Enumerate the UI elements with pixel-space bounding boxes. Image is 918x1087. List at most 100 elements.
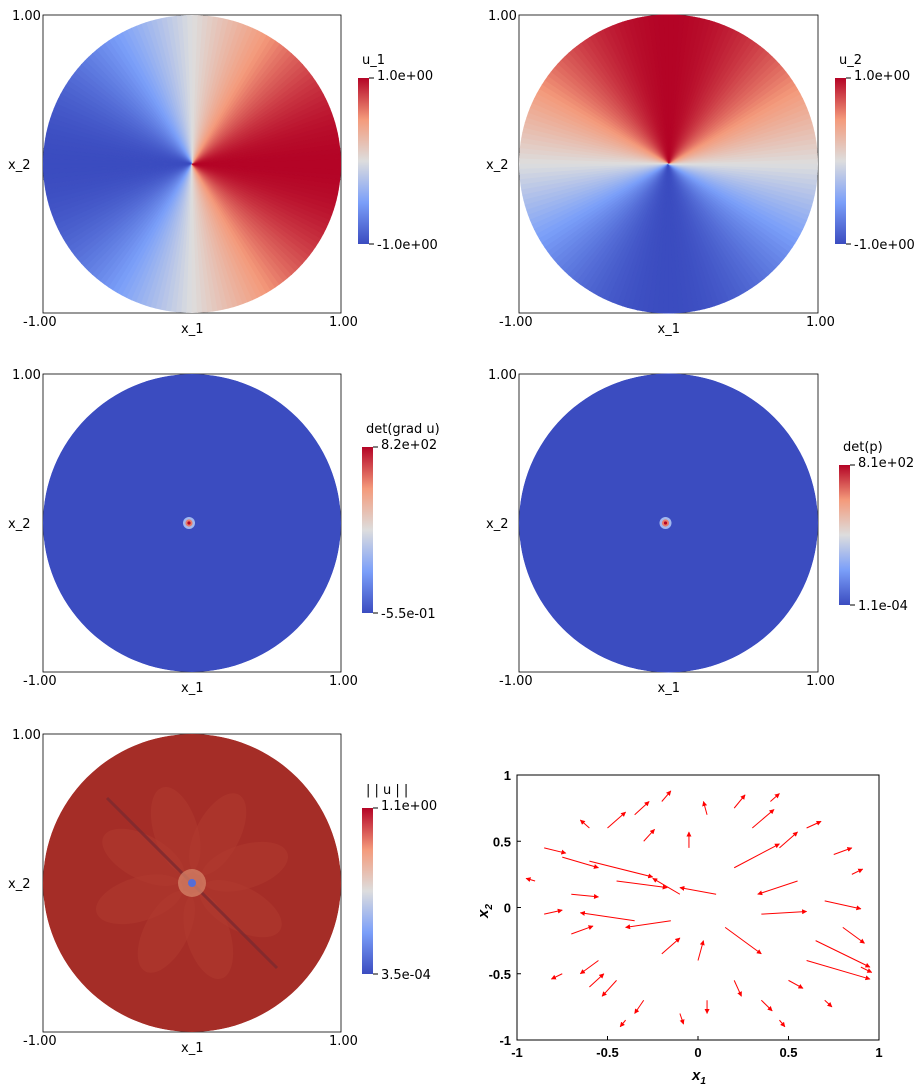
colorbar-title: det(grad u) xyxy=(366,422,440,437)
y-axis-label: x_2 xyxy=(8,517,30,532)
quiver-arrow xyxy=(544,908,563,915)
quiver-arrow xyxy=(788,979,804,989)
quiver-arrow xyxy=(724,926,762,955)
x-tick-min: -1.00 xyxy=(23,674,57,689)
y-tick-max: 1.00 xyxy=(12,728,41,743)
colorbar xyxy=(358,78,369,244)
colorbar-max-label: 8.1e+02 xyxy=(858,456,914,471)
colorbar-max-label: 1.0e+00 xyxy=(854,69,910,84)
colorbar-min-label: 1.1e-04 xyxy=(858,599,908,614)
quiver-arrow xyxy=(571,925,594,935)
colorbar-title: u_2 xyxy=(839,53,862,68)
colorbar-min-label: -5.5e-01 xyxy=(381,607,436,622)
x-tick-max: 1.00 xyxy=(329,1034,358,1049)
quiver-arrow xyxy=(806,820,822,829)
y-axis-label: x_2 xyxy=(486,158,508,173)
x-tick-min: -1.00 xyxy=(499,674,533,689)
x-tick-min: -1.00 xyxy=(23,1034,57,1049)
quiver-arrow xyxy=(550,973,563,980)
x-tick-label: 0.5 xyxy=(779,1045,797,1060)
quiver-arrow xyxy=(643,828,655,842)
colorbar-max-label: 1.1e+00 xyxy=(381,799,437,814)
y-axis-label: x_2 xyxy=(8,158,30,173)
quiver-arrow xyxy=(652,877,681,895)
quiver-arrow xyxy=(571,893,599,899)
quiver-arrow xyxy=(661,937,681,955)
quiver-arrow xyxy=(806,960,871,981)
x-tick-min: -1.00 xyxy=(23,315,57,330)
quiver-arrow xyxy=(589,860,654,879)
x-axis-label: x_1 xyxy=(658,681,680,696)
panel-det-grad-u-: 1.00 -1.00 1.00 x_1 x_2 det(grad u)8.2e+02 -5.… xyxy=(8,368,440,696)
colorbar xyxy=(839,465,850,605)
colorbar-min-label: -1.0e+00 xyxy=(377,238,438,253)
y-tick-label: 0 xyxy=(504,901,511,916)
quiver-arrow xyxy=(589,973,605,988)
quiver-arrow xyxy=(779,831,798,849)
quiver-arrow xyxy=(824,900,862,911)
quiver-arrow xyxy=(607,811,626,829)
quiver-arrow xyxy=(860,966,873,973)
quiver-arrow xyxy=(661,790,672,802)
x-tick-label: 0 xyxy=(694,1045,701,1060)
quiver-arrow xyxy=(733,843,780,869)
x-axis-label: x_1 xyxy=(181,681,203,696)
quiver-arrow xyxy=(579,819,590,829)
colorbar-max-label: 8.2e+02 xyxy=(381,438,437,453)
x-axis-label: x_1 xyxy=(181,322,203,337)
quiver-arrow xyxy=(733,794,746,809)
field-disk xyxy=(519,14,818,314)
quiver-arrow xyxy=(679,885,717,895)
y-axis-label: x2 xyxy=(475,904,495,919)
quiver-arrow xyxy=(815,940,871,968)
x-axis-label: x_1 xyxy=(181,1041,203,1056)
quiver-arrow xyxy=(625,920,671,930)
quiver-arrow xyxy=(761,999,773,1012)
field-disk xyxy=(43,734,341,1032)
quiver-arrow xyxy=(634,801,650,816)
y-tick-max: 1.00 xyxy=(488,9,517,24)
y-axis-label: x_2 xyxy=(486,517,508,532)
x-tick-max: 1.00 xyxy=(806,315,835,330)
panel-det-p-: 1.00 -1.00 1.00 x_1 x_2 det(p)8.1e+02 1.1e-04 xyxy=(486,368,914,696)
panel--u-: 1.00 -1.00 1.00 x_1 x_2 | | u | |1.1e+00 3.5e-… xyxy=(8,728,437,1056)
x-tick-label: 1 xyxy=(875,1045,882,1060)
colorbar-title: | | u | | xyxy=(366,783,408,798)
quiver-arrow xyxy=(619,1019,626,1028)
field-disk xyxy=(519,373,818,673)
quiver-arrow xyxy=(751,809,775,829)
panel-quiver: -1 -0.5 0 0.5 1 1 0.5 0 -0.5 -1 x1 x2 xyxy=(475,768,883,1087)
y-tick-label: 1 xyxy=(504,768,511,783)
colorbar xyxy=(835,78,846,244)
field-disk xyxy=(43,15,341,313)
quiver-arrow xyxy=(544,847,567,855)
colorbar-min-label: 3.5e-04 xyxy=(381,968,431,983)
panel-u-2: 1.00 -1.00 1.00 x_1 x_2 u_21.0e+00 -1.0e+00 xyxy=(486,9,915,337)
quiver-arrow xyxy=(579,960,599,975)
quiver-arrow xyxy=(833,847,853,855)
quiver-arrow xyxy=(525,877,536,883)
quiver-arrow xyxy=(770,793,780,802)
quiver-arrow xyxy=(779,1019,786,1028)
x-tick-max: 1.00 xyxy=(806,674,835,689)
x-tick-max: 1.00 xyxy=(329,674,358,689)
quiver-arrow xyxy=(851,868,864,875)
x-axis-label: x1 xyxy=(691,1067,706,1087)
field-disk xyxy=(43,374,341,672)
quiver-arrow xyxy=(842,926,865,944)
quiver-arrow xyxy=(697,940,705,961)
colorbar-title: det(p) xyxy=(843,440,883,455)
y-tick-label: -1 xyxy=(499,1033,511,1048)
colorbar xyxy=(362,808,373,974)
quiver-arrow xyxy=(562,856,599,869)
x-tick-label: -1 xyxy=(511,1045,523,1060)
colorbar-title: u_1 xyxy=(362,53,385,68)
quiver-arrow xyxy=(679,1013,685,1025)
y-tick-label: -0.5 xyxy=(489,967,511,982)
quiver-arrow xyxy=(634,999,645,1014)
quiver-arrow xyxy=(579,910,635,922)
colorbar-max-label: 1.0e+00 xyxy=(377,69,433,84)
y-tick-max: 1.00 xyxy=(12,9,41,24)
quiver-arrow xyxy=(601,980,617,997)
